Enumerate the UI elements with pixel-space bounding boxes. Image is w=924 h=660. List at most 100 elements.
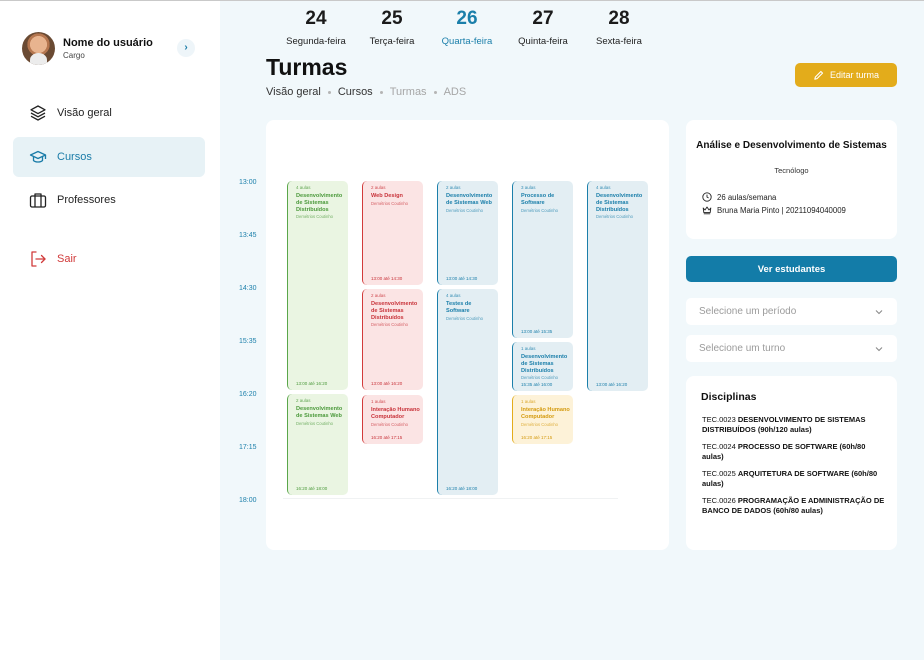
logout-button[interactable]: Sair — [13, 239, 205, 279]
shift-select[interactable]: Selecione um turno — [686, 335, 897, 362]
layers-icon — [28, 103, 48, 123]
crown-icon — [702, 206, 712, 215]
event-card[interactable]: 2 aulas Desenvolvimento de Sistemas Dist… — [362, 289, 423, 390]
discipline-item[interactable]: TEC.0026 PROGRAMAÇÃO E ADMINISTRAÇÃO DE … — [702, 496, 887, 515]
event-teacher: Demétrios Coutinho — [596, 214, 634, 220]
event-teacher: Demétrios Coutinho — [371, 322, 409, 328]
course-hours: 26 aulas/semana — [702, 192, 776, 202]
disciplines-title: Disciplinas — [701, 391, 757, 403]
event-card[interactable]: 1 aulas Interação Humano Computador Demé… — [362, 395, 423, 444]
event-title: Processo de Software — [521, 193, 555, 206]
event-teacher: Demétrios Coutinho — [296, 214, 334, 220]
chevron-down-icon — [875, 309, 883, 314]
discipline-name: PROGRAMAÇÃO E ADMINISTRAÇÃO DE BANCO DE … — [702, 496, 885, 515]
day-number: 26 — [456, 8, 478, 29]
sidebar-item-label: Professores — [57, 194, 116, 206]
chevron-right-icon[interactable]: › — [177, 39, 195, 57]
logout-icon — [28, 249, 48, 269]
event-card[interactable]: 4 aulas Desenvolvimento de Sistemas Dist… — [287, 181, 348, 390]
discipline-code: TEC.0024 — [702, 442, 736, 451]
event-teacher: Demétrios Coutinho — [446, 207, 484, 213]
pencil-icon — [814, 70, 824, 80]
user-profile: Nome do usuário Cargo › — [22, 31, 197, 67]
discipline-name: DESENVOLVIMENTO DE SISTEMAS DISTRIBUÍDOS… — [702, 415, 866, 434]
course-hours-text: 26 aulas/semana — [717, 192, 777, 202]
event-count: 1 aulas — [521, 399, 536, 404]
event-card[interactable]: 3 aulas Processo de Software Demétrios C… — [512, 181, 573, 338]
discipline-item[interactable]: TEC.0025 ARQUITETURA DE SOFTWARE (60h/80… — [702, 469, 887, 488]
day-header-tuesday[interactable]: 25 Terça-feira — [354, 8, 430, 47]
day-number: 27 — [532, 8, 554, 29]
day-name: Sexta-feira — [596, 36, 642, 47]
briefcase-icon — [28, 190, 48, 210]
event-time: 13:00 até 15:35 — [521, 329, 553, 334]
event-teacher: Demétrios Coutinho — [446, 315, 484, 321]
discipline-item[interactable]: TEC.0024 PROCESSO DE SOFTWARE (60h/80 au… — [702, 442, 887, 461]
view-students-button[interactable]: Ver estudantes — [686, 256, 897, 282]
day-number: 28 — [608, 8, 630, 29]
event-time: 13:00 até 16:20 — [596, 382, 628, 387]
event-teacher: Demétrios Coutinho — [371, 421, 409, 427]
event-title: Desenvolvimento de Sistemas Distribuídos — [296, 193, 343, 213]
edit-class-button[interactable]: Editar turma — [795, 63, 897, 87]
day-header-friday[interactable]: 28 Sexta-feira — [581, 8, 657, 47]
event-time: 15:35 até 16:00 — [521, 382, 553, 387]
event-card[interactable]: 1 aulas Desenvolvimento de Sistemas Dist… — [512, 342, 573, 391]
discipline-name: PROCESSO DE SOFTWARE (60h/80 aulas) — [702, 442, 866, 461]
event-count: 3 aulas — [521, 185, 536, 190]
event-title: Desenvolvimento de Sistemas Web — [446, 193, 493, 206]
breadcrumb-item-visao-geral[interactable]: Visão geral — [266, 86, 321, 98]
day-header-wednesday[interactable]: 26 Quarta-feira — [429, 8, 505, 47]
day-header-monday[interactable]: 24 Segunda-feira — [278, 8, 354, 47]
event-card[interactable]: 4 aulas Testes de Software Demétrios Cou… — [437, 289, 498, 495]
sidebar-item-cursos[interactable]: Cursos — [13, 137, 205, 177]
user-role: Cargo — [63, 51, 85, 60]
event-count: 4 aulas — [446, 293, 461, 298]
event-card[interactable]: 1 aulas Interação Humano Computador Demé… — [512, 395, 573, 444]
time-label: 14:30 — [239, 285, 257, 292]
chevron-down-icon — [875, 346, 883, 351]
event-title: Desenvolvimento de Sistemas Distribuídos — [371, 301, 418, 321]
event-title: Desenvolvimento de Sistemas Distribuídos — [596, 193, 643, 213]
user-name: Nome do usuário — [63, 37, 153, 49]
event-time: 16:20 até 17:15 — [521, 435, 553, 440]
event-time: 13:00 até 16:20 — [296, 381, 328, 386]
event-title: Testes de Software — [446, 301, 472, 314]
sidebar-item-professores[interactable]: Professores — [13, 180, 205, 220]
event-card[interactable]: 2 aulas Web Design Demétrios Coutinho 13… — [362, 181, 423, 285]
sidebar-item-label: Visão geral — [57, 107, 112, 119]
breadcrumb-separator — [327, 90, 331, 94]
breadcrumb: Visão geral Cursos Turmas ADS — [266, 86, 466, 98]
event-count: 2 aulas — [371, 293, 386, 298]
course-info-card: Análise e Desenvolvimento de Sistemas Te… — [686, 120, 897, 239]
grid-line — [283, 498, 618, 499]
event-count: 1 aulas — [371, 399, 386, 404]
event-title: Interação Humano Computador — [371, 407, 420, 420]
sidebar-item-visao-geral[interactable]: Visão geral — [13, 93, 205, 133]
event-card[interactable]: 2 aulas Desenvolvimento de Sistemas Web … — [437, 181, 498, 285]
event-title: Web Design — [371, 193, 403, 199]
event-card[interactable]: 2 aulas Desenvolvimento de Sistemas Web … — [287, 394, 348, 495]
event-count: 1 aulas — [521, 346, 536, 351]
top-border — [0, 0, 924, 1]
discipline-item[interactable]: TEC.0023 DESENVOLVIMENTO DE SISTEMAS DIS… — [702, 415, 887, 434]
time-label: 17:15 — [239, 444, 257, 451]
time-label: 16:20 — [239, 391, 257, 398]
breadcrumb-item-cursos[interactable]: Cursos — [337, 86, 373, 98]
breadcrumb-separator — [379, 90, 383, 94]
sidebar: Nome do usuário Cargo › Visão geral Curs… — [0, 1, 220, 660]
day-name: Quarta-feira — [441, 36, 493, 47]
day-name: Segunda-feira — [286, 36, 346, 47]
day-header-thursday[interactable]: 27 Quinta-feira — [505, 8, 581, 47]
event-time: 16:20 até 18:00 — [446, 486, 478, 491]
discipline-code: TEC.0026 — [702, 496, 736, 505]
event-count: 4 aulas — [596, 185, 611, 190]
event-card[interactable]: 4 aulas Desenvolvimento de Sistemas Dist… — [587, 181, 648, 391]
course-title: Análise e Desenvolvimento de Sistemas — [696, 140, 887, 151]
period-select[interactable]: Selecione um período — [686, 298, 897, 325]
event-title: Desenvolvimento de Sistemas Distribuídos — [521, 354, 568, 374]
course-type: Tecnólogo — [774, 166, 809, 175]
event-teacher: Demétrios Coutinho — [521, 421, 559, 427]
event-time: 13:00 até 14:30 — [371, 276, 403, 281]
breadcrumb-separator — [433, 90, 437, 94]
